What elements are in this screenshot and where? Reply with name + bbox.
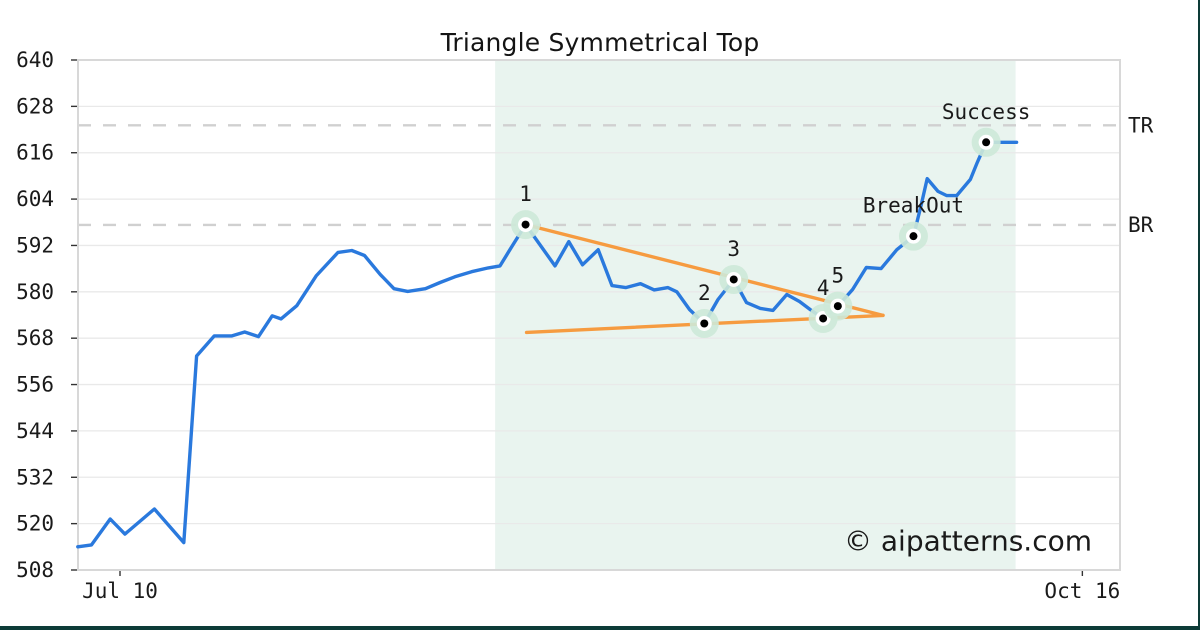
bottom-accent-bar [0,626,1200,630]
marker-label-3: 3 [727,237,740,261]
y-axis-label: 568 [16,326,54,350]
trendline-upper [523,222,885,318]
marker-dot-success [982,138,991,147]
y-axis-label: 628 [16,94,54,118]
y-axis-label: 580 [16,280,54,304]
y-axis-label: 556 [16,373,54,397]
y-axis-label: 640 [16,48,54,72]
y-axis-label: 604 [16,187,54,211]
marker-label-4: 4 [817,276,830,300]
plot-border [77,59,1121,571]
y-axis-label: 508 [16,558,54,582]
marker-dot-1 [521,220,530,229]
level-label-tr: TR [1128,113,1154,137]
marker-label-2: 2 [698,281,711,305]
x-axis-label: Jul 10 [82,579,158,603]
marker-label-breakout: BreakOut [863,194,964,218]
y-axis-label: 520 [16,512,54,536]
marker-dot-4 [819,314,828,323]
marker-dot-2 [700,319,709,328]
y-axis-label: 544 [16,419,54,443]
y-axis-label: 616 [16,141,54,165]
marker-dot-3 [729,275,738,284]
y-axis-label: 532 [16,465,54,489]
marker-dot-5 [833,302,842,311]
pattern-zone-shading [495,60,1016,570]
right-accent-bar [1198,0,1200,630]
x-axis-label: Oct 16 [1044,579,1120,603]
marker-label-5: 5 [832,264,845,288]
level-label-br: BR [1128,213,1154,237]
chart-title: Triangle Symmetrical Top [440,28,760,57]
watermark: © aipatterns.com [844,525,1092,558]
marker-dot-breakout [909,232,918,241]
y-axis-label: 592 [16,233,54,257]
marker-label-1: 1 [519,182,532,206]
price-line-price [76,140,1019,549]
marker-label-success: Success [942,100,1031,124]
